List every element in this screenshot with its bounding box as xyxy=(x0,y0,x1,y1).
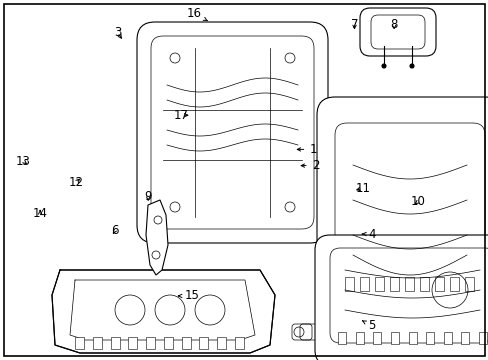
Polygon shape xyxy=(146,200,168,275)
Bar xyxy=(449,277,458,291)
Bar xyxy=(434,277,443,291)
Text: 8: 8 xyxy=(389,18,397,31)
Bar xyxy=(128,337,137,349)
Bar xyxy=(345,277,353,291)
Text: 4: 4 xyxy=(362,228,375,240)
Text: 17: 17 xyxy=(174,109,188,122)
Text: 6: 6 xyxy=(111,224,119,237)
Bar xyxy=(199,337,208,349)
Bar xyxy=(355,332,363,344)
Circle shape xyxy=(381,64,385,68)
FancyBboxPatch shape xyxy=(316,97,488,333)
Bar xyxy=(235,337,244,349)
Bar xyxy=(389,277,398,291)
Bar xyxy=(163,337,173,349)
Text: 15: 15 xyxy=(178,289,199,302)
Text: 14: 14 xyxy=(33,207,47,220)
Bar xyxy=(110,337,119,349)
Bar xyxy=(217,337,226,349)
Text: 12: 12 xyxy=(68,176,83,189)
Text: 1: 1 xyxy=(297,143,316,156)
Bar xyxy=(478,332,486,344)
Bar xyxy=(425,332,433,344)
Bar xyxy=(407,332,416,344)
Bar xyxy=(146,337,155,349)
Bar xyxy=(93,337,102,349)
Bar xyxy=(75,337,84,349)
Text: 5: 5 xyxy=(362,319,375,332)
Bar xyxy=(372,332,381,344)
Bar xyxy=(419,277,428,291)
Text: 13: 13 xyxy=(16,155,31,168)
Bar xyxy=(404,277,413,291)
Bar xyxy=(390,332,398,344)
Polygon shape xyxy=(52,270,274,353)
FancyBboxPatch shape xyxy=(314,235,488,360)
Text: 10: 10 xyxy=(410,195,425,208)
Bar xyxy=(182,337,190,349)
Text: 2: 2 xyxy=(301,159,319,172)
Bar xyxy=(464,277,473,291)
Text: 11: 11 xyxy=(355,182,369,195)
Bar xyxy=(374,277,383,291)
Text: 7: 7 xyxy=(350,18,358,31)
Text: 16: 16 xyxy=(187,7,207,21)
Bar xyxy=(461,332,468,344)
Bar xyxy=(337,332,346,344)
Bar xyxy=(443,332,451,344)
Text: 3: 3 xyxy=(113,26,121,39)
Circle shape xyxy=(409,64,413,68)
Bar xyxy=(359,277,368,291)
Text: 9: 9 xyxy=(144,190,152,203)
